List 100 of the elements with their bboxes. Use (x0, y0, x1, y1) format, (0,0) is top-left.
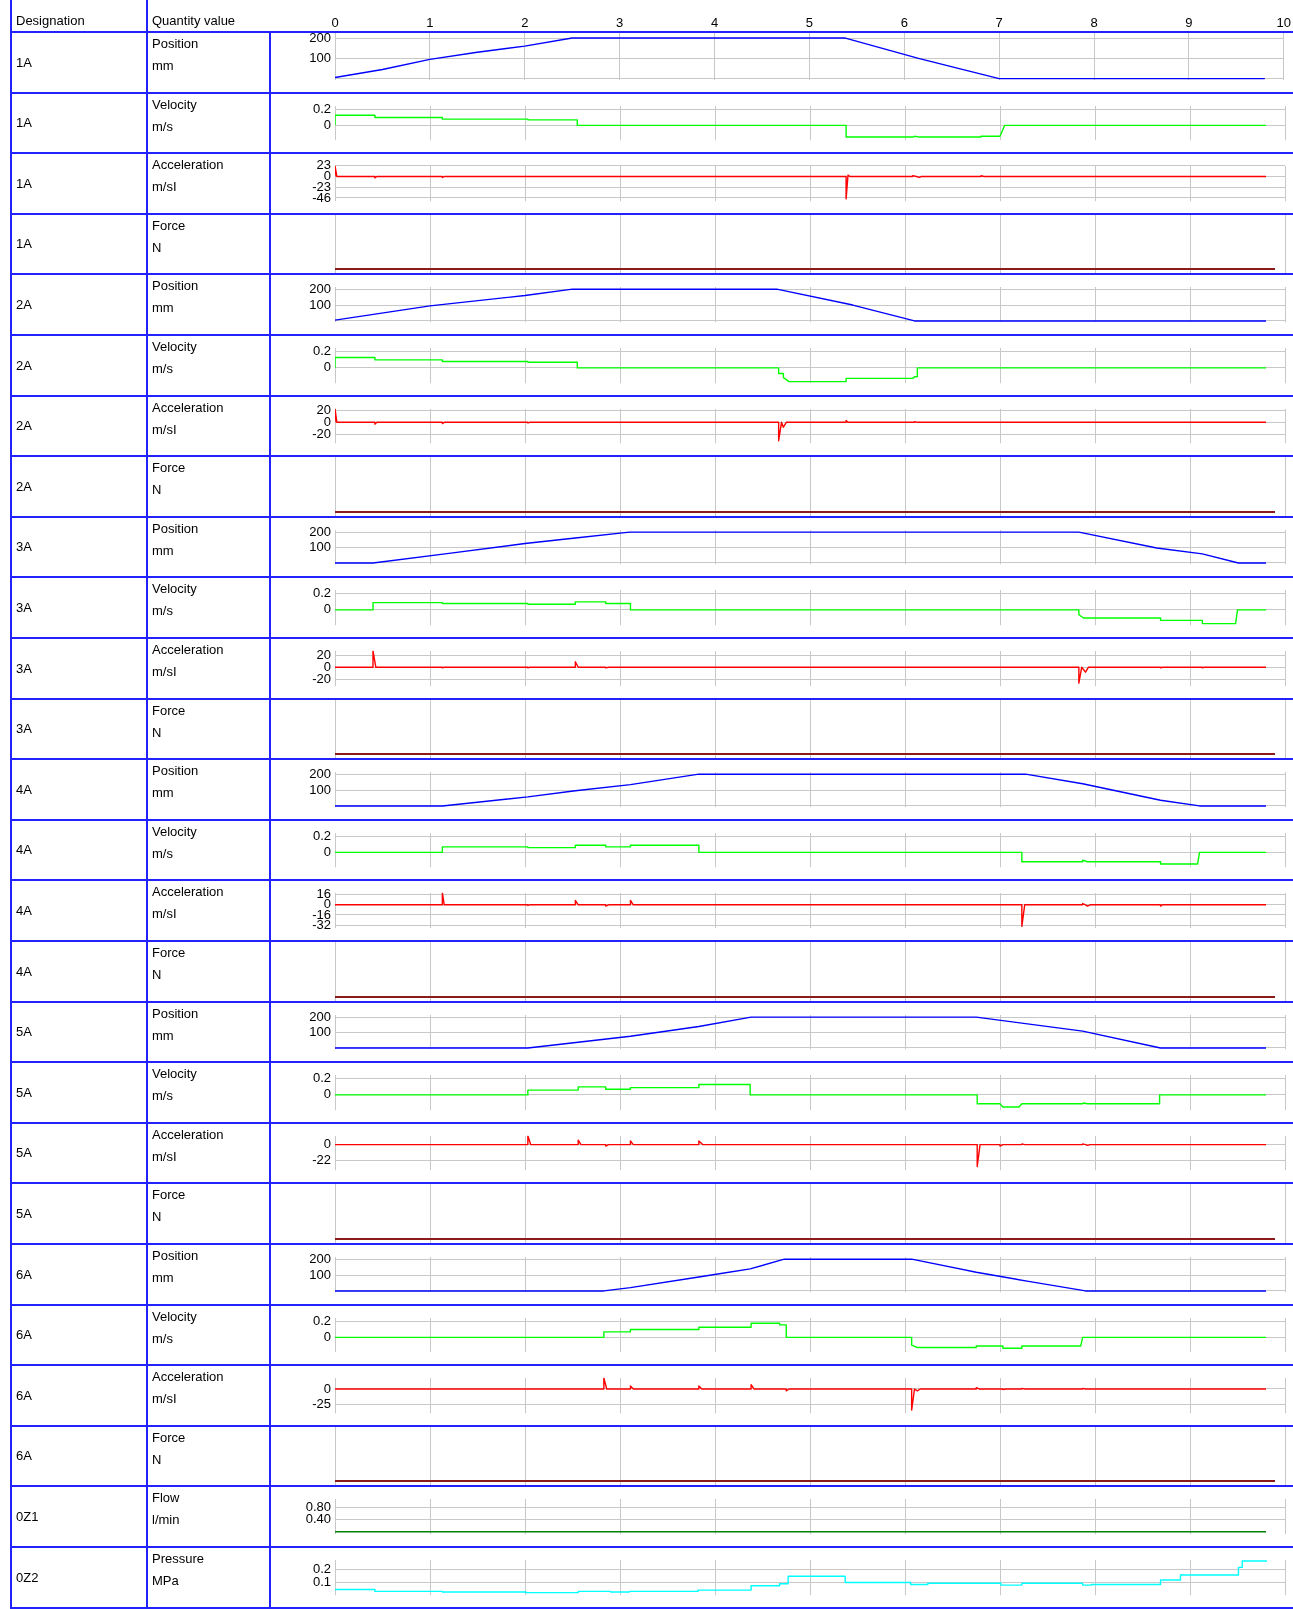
y-axis-title: Velocity (152, 1309, 197, 1324)
text: N (152, 240, 162, 255)
y-tick-label: 0.80 (305, 1498, 331, 1514)
text: mm (152, 1028, 174, 1043)
text: 5A (16, 1024, 32, 1039)
text: 5A (16, 1145, 32, 1160)
x-tick-label: 6 (900, 14, 908, 30)
text: MPa (152, 1573, 179, 1588)
text: Force (152, 1430, 186, 1445)
text: 3A (16, 599, 32, 615)
text: 6A (16, 1327, 32, 1342)
text: 3A (16, 721, 32, 736)
x-tick-label: 2 (521, 14, 529, 30)
y-tick-label: -20 (312, 426, 331, 442)
y-tick-label: 0.2 (312, 828, 331, 844)
text: N (152, 967, 162, 982)
y-axis-title: Position (152, 521, 199, 536)
text: 3A (16, 539, 32, 554)
text: Quantity value (152, 13, 236, 28)
y-axis-title: Position (152, 278, 199, 293)
text: mm (152, 785, 174, 800)
text: m/s (152, 1088, 173, 1103)
text: m/s (152, 1331, 173, 1346)
y-tick-label: -22 (312, 1152, 331, 1168)
text: 4A (16, 781, 32, 797)
y-tick-label: 200 (309, 1008, 331, 1024)
text: m/s (152, 361, 173, 376)
y-axis-title: Acceleration (152, 884, 224, 899)
text: N (152, 482, 162, 497)
text: Force (152, 1187, 186, 1202)
x-tick-label: 4 (710, 14, 719, 30)
y-tick-label: 0.2 (312, 1561, 331, 1577)
text: N (152, 1209, 162, 1224)
text: Force (152, 945, 186, 960)
text: 6A (16, 1387, 32, 1403)
y-axis-title: Position (152, 1006, 199, 1021)
text: m/s (152, 119, 173, 134)
y-tick-label: 0 (323, 843, 331, 859)
text: 2A (16, 296, 32, 312)
text: m/sI (152, 422, 177, 437)
x-tick-label: 10 (1276, 14, 1291, 30)
text: mm (152, 58, 174, 73)
y-tick-label: 0.2 (312, 101, 331, 117)
y-tick-label: 200 (309, 1250, 331, 1266)
y-tick-label: 0 (323, 1136, 331, 1152)
text: 4A (16, 842, 32, 857)
text: 6A (16, 1266, 32, 1282)
y-tick-label: 100 (309, 1024, 331, 1040)
x-tick-label: 8 (1090, 14, 1098, 30)
text: 0Z2 (16, 1569, 39, 1585)
text: N (152, 1452, 162, 1467)
y-axis-title: Velocity (152, 824, 197, 839)
y-tick-label: 100 (309, 296, 331, 312)
text: 4A (16, 963, 32, 979)
y-axis-title: Acceleration (152, 1369, 224, 1384)
y-tick-label: 0.40 (305, 1511, 331, 1527)
y-axis-title: Velocity (152, 97, 197, 112)
text: Designation (16, 13, 85, 28)
text: m/s (152, 603, 173, 618)
y-tick-label: 100 (309, 539, 331, 555)
y-tick-label: 200 (309, 765, 331, 781)
text: mm (152, 1270, 174, 1285)
y-axis-title: Velocity (152, 581, 197, 596)
y-axis-title: Acceleration (152, 1127, 224, 1142)
y-tick-label: 200 (309, 280, 331, 296)
text: 1A (16, 54, 32, 70)
y-axis-title: Acceleration (152, 642, 224, 657)
y-tick-label: -20 (312, 671, 331, 687)
x-tick-label: 7 (995, 14, 1003, 30)
text: 2A (16, 357, 32, 373)
y-tick-label: 0.2 (312, 1313, 331, 1329)
text: Force (152, 460, 186, 475)
text: m/sI (152, 1149, 177, 1164)
y-axis-title: Pressure (152, 1551, 205, 1566)
x-tick-label: 3 (616, 14, 624, 30)
text: 2A (16, 418, 32, 433)
text: 5A (16, 1205, 32, 1221)
y-tick-label: 100 (309, 49, 331, 65)
y-tick-label: 0 (323, 116, 331, 132)
text: 1A (16, 236, 32, 251)
y-tick-label: 200 (309, 523, 331, 539)
y-axis-title: Acceleration (152, 400, 224, 415)
text: l/min (152, 1512, 180, 1527)
y-axis-title: Position (152, 1248, 199, 1263)
y-tick-label: 0 (323, 1086, 331, 1102)
x-tick-label: 5 (805, 14, 813, 30)
y-tick-label: -25 (312, 1396, 331, 1412)
text: 1A (16, 115, 32, 130)
x-tick-label: 9 (1185, 14, 1193, 30)
text: 3A (16, 660, 32, 676)
y-tick-label: 0 (323, 1328, 331, 1344)
text: 5A (16, 1084, 32, 1100)
text: N (152, 725, 162, 740)
text: Force (152, 703, 186, 718)
text: 0Z1 (16, 1508, 39, 1524)
y-axis-title: Position (152, 763, 199, 778)
y-tick-label: 100 (309, 781, 331, 797)
text: m/s (152, 846, 173, 861)
text: m/sI (152, 179, 177, 194)
y-tick-label: 0.2 (312, 343, 331, 359)
